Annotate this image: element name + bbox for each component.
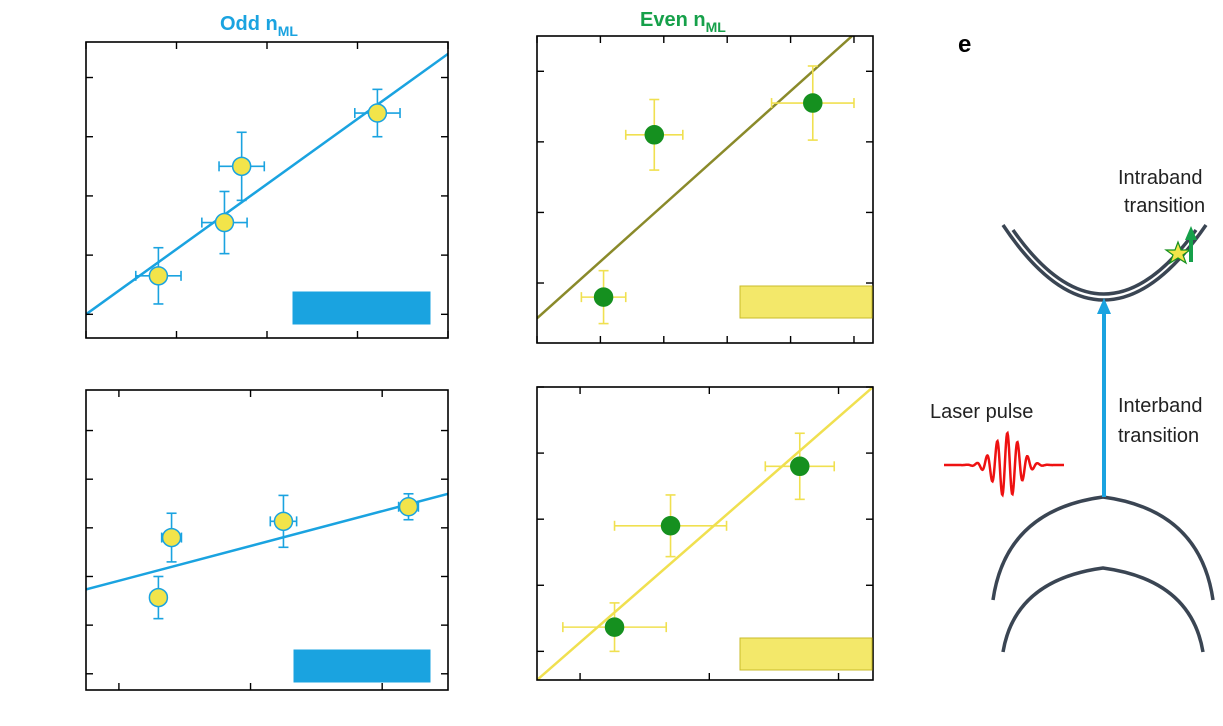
point-marker bbox=[148, 266, 169, 286]
panel-b bbox=[85, 389, 449, 691]
laser-pulse-label: Laser pulse bbox=[930, 401, 1033, 423]
intraband-label-2: transition bbox=[1124, 195, 1205, 217]
data-point bbox=[134, 246, 182, 305]
fluence-badge bbox=[293, 649, 431, 683]
point-marker bbox=[803, 93, 823, 113]
interband-arrow-head bbox=[1097, 298, 1111, 314]
band-diagram: e Intraband transition Interband transit… bbox=[930, 31, 1215, 653]
data-point bbox=[201, 190, 248, 255]
fit-line bbox=[537, 387, 873, 680]
axes-frame bbox=[536, 386, 874, 681]
data-point bbox=[764, 432, 836, 501]
panel-letter-e: e bbox=[958, 31, 971, 58]
fluence-badge bbox=[739, 637, 873, 671]
point-marker bbox=[593, 287, 614, 307]
fluence-badge bbox=[739, 285, 873, 319]
data-point bbox=[624, 98, 684, 171]
panel-a bbox=[85, 41, 449, 339]
fit-line bbox=[537, 36, 853, 320]
data-point bbox=[562, 602, 668, 653]
data-point bbox=[770, 65, 855, 141]
upper-band-inner-arc bbox=[1011, 228, 1198, 296]
axes-frame bbox=[85, 389, 449, 691]
axes-frame bbox=[536, 35, 874, 344]
panel-d bbox=[536, 386, 874, 681]
data-point bbox=[580, 269, 627, 325]
intraband-arrow-head bbox=[1185, 226, 1197, 240]
fit-line bbox=[86, 492, 448, 591]
point-marker bbox=[148, 587, 169, 608]
interband-label: Interband bbox=[1118, 395, 1203, 417]
point-marker bbox=[398, 497, 419, 517]
data-point bbox=[148, 575, 169, 620]
upper-band-outer-arc bbox=[1001, 224, 1208, 302]
point-marker bbox=[604, 617, 625, 637]
lower-band-inner-arc bbox=[1001, 566, 1205, 653]
point-marker bbox=[273, 511, 294, 532]
data-point bbox=[269, 494, 298, 549]
even-group-header: Even nML bbox=[640, 9, 726, 35]
point-marker bbox=[644, 125, 665, 145]
laser-pulse-wave bbox=[944, 430, 1064, 498]
odd-group-header: Odd nML bbox=[220, 13, 298, 39]
data-point bbox=[218, 131, 266, 202]
point-marker bbox=[231, 156, 252, 177]
lower-band-outer-arc bbox=[991, 495, 1215, 601]
data-point bbox=[160, 512, 183, 563]
point-marker bbox=[161, 527, 182, 548]
panel-c bbox=[536, 35, 874, 344]
point-marker bbox=[660, 516, 681, 536]
fluence-badge bbox=[292, 291, 431, 325]
star-icon bbox=[1164, 240, 1192, 265]
data-point bbox=[397, 492, 420, 521]
data-point bbox=[613, 494, 728, 558]
point-marker bbox=[367, 103, 388, 123]
point-marker bbox=[214, 212, 235, 233]
intraband-label: Intraband bbox=[1118, 167, 1203, 189]
point-marker bbox=[790, 456, 810, 477]
interband-label-2: transition bbox=[1118, 425, 1199, 447]
data-point bbox=[353, 88, 401, 138]
fit-line bbox=[86, 52, 448, 316]
